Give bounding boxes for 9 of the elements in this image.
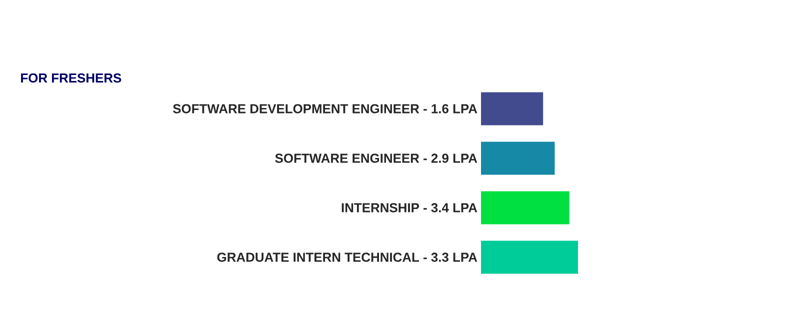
y-tick-label: SOFTWARE DEVELOPMENT ENGINEER - 1.6 LPA (172, 104, 478, 114)
y-tick-label: GRADUATE INTERN TECHNICAL - 3.3 LPA (217, 252, 478, 262)
bar (481, 240, 578, 274)
y-tick-label: SOFTWARE ENGINEER - 2.9 LPA (275, 154, 478, 163)
bar (481, 92, 544, 126)
text: FOR FRESHERS (21, 73, 122, 83)
bar (481, 191, 570, 224)
bar (481, 142, 555, 175)
y-tick-label: INTERNSHIP - 3.4 LPA (342, 203, 478, 212)
